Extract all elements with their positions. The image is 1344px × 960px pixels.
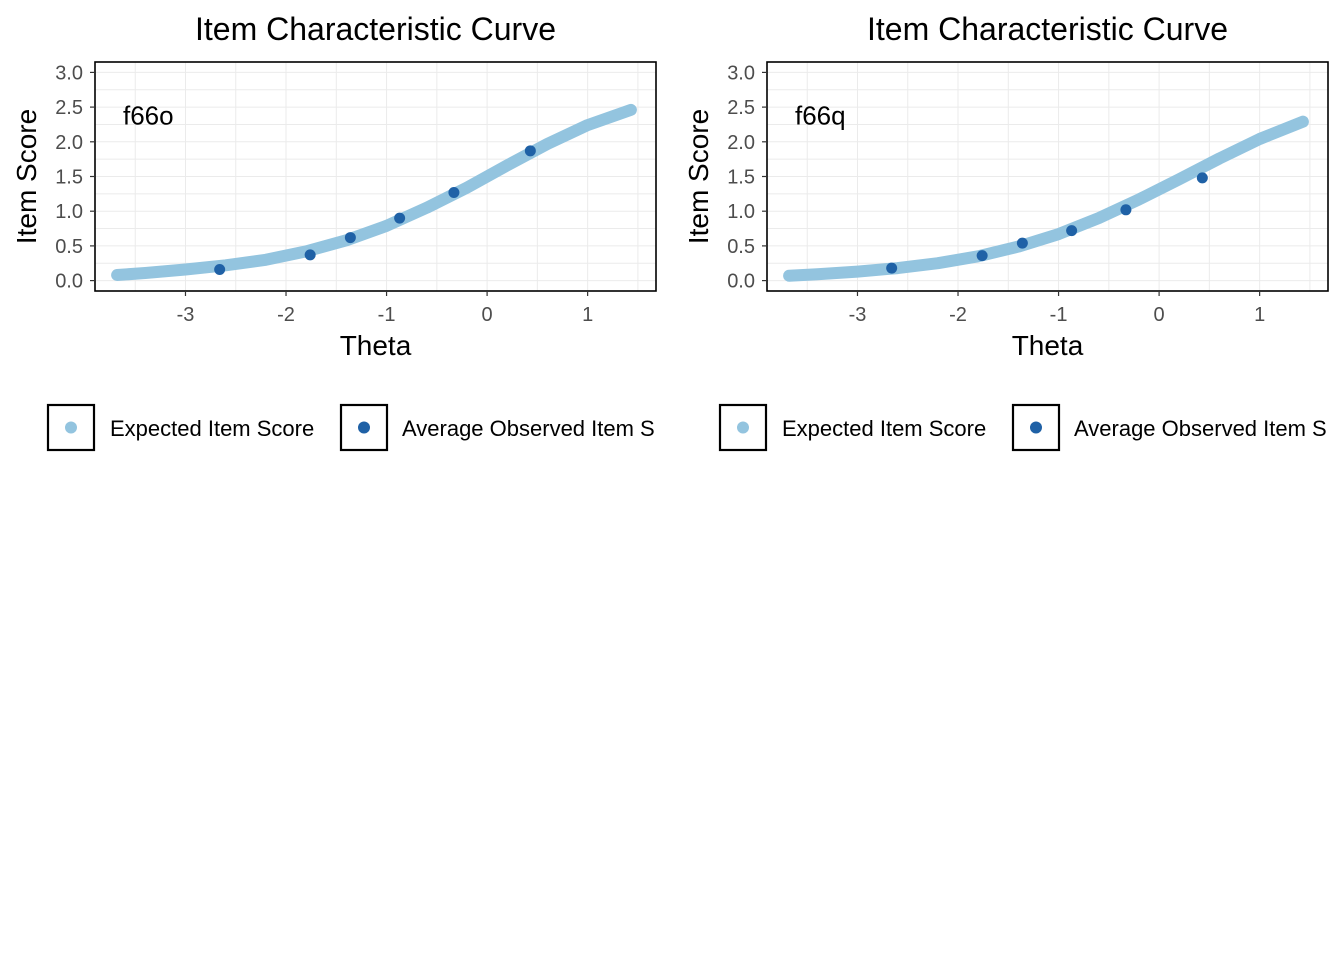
legend-key-box xyxy=(1011,403,1061,452)
y-tick-label: 1.0 xyxy=(727,201,755,223)
legend-label: Expected Item Score xyxy=(110,416,314,441)
x-tick-label: 1 xyxy=(1254,304,1265,326)
x-axis-title: Theta xyxy=(1012,330,1084,361)
legend-key-symbol xyxy=(737,421,749,434)
expected-score-line xyxy=(111,103,637,281)
x-tick-label: -1 xyxy=(1050,304,1068,326)
y-axis-title: Item Score xyxy=(683,109,714,244)
y-tick-label: 0.0 xyxy=(727,271,755,293)
x-axis-title: Theta xyxy=(340,330,412,361)
observed-score-point xyxy=(304,249,316,261)
legend-key-box xyxy=(46,403,96,452)
chart-title: Item Characteristic Curve xyxy=(195,11,556,47)
legend-key-symbol xyxy=(1030,421,1042,434)
legend-key-symbol xyxy=(358,421,370,434)
y-tick-label: 2.5 xyxy=(727,97,755,119)
legend-key-box xyxy=(339,403,389,452)
observed-score-point xyxy=(214,263,226,275)
legend-label: Average Observed Item S xyxy=(402,416,655,441)
chart-panel-f66q: Item Characteristic Curve f66q 0.0 0.5 1.0 1.… xyxy=(672,0,1344,460)
legend-label: Expected Item Score xyxy=(782,416,986,441)
chart-title: Item Characteristic Curve xyxy=(867,11,1228,47)
chart-panel-f66o: Item Characteristic Curve f66o 0.0 0.5 1.0 1.… xyxy=(0,0,672,460)
x-tick-label: 0 xyxy=(482,304,493,326)
observed-score-point xyxy=(1016,237,1028,249)
y-tick-label: 1.0 xyxy=(55,201,83,223)
observed-score-point xyxy=(976,250,988,262)
x-tick-label: -3 xyxy=(177,304,195,326)
y-tick-label: 3.0 xyxy=(55,62,83,84)
x-tick-label: 1 xyxy=(582,304,593,326)
x-tick-label: -1 xyxy=(378,304,396,326)
x-tick-label: 0 xyxy=(1154,304,1165,326)
expected-score-line xyxy=(783,115,1309,282)
y-tick-label: 1.5 xyxy=(55,167,83,189)
legend-key-symbol xyxy=(65,421,77,434)
y-axis-title: Item Score xyxy=(11,109,42,244)
chart-svg: Item Characteristic Curve f66o 0.0 0.5 1.0 1.… xyxy=(11,11,657,452)
y-tick-label: 0.0 xyxy=(55,271,83,293)
x-tick-label: -2 xyxy=(949,304,967,326)
observed-score-point xyxy=(448,186,460,198)
chart-svg: Item Characteristic Curve f66q 0.0 0.5 1.0 1.… xyxy=(683,11,1329,452)
observed-score-point xyxy=(1196,172,1208,184)
x-tick-label: -2 xyxy=(277,304,295,326)
observed-score-point xyxy=(524,145,536,157)
y-tick-label: 0.5 xyxy=(55,236,83,258)
observed-score-point xyxy=(344,232,356,244)
observed-score-point xyxy=(886,262,898,274)
legend-key-box xyxy=(718,403,768,452)
y-tick-label: 2.5 xyxy=(55,97,83,119)
observed-score-point xyxy=(394,212,406,224)
y-tick-label: 2.0 xyxy=(55,132,83,154)
y-tick-label: 0.5 xyxy=(727,236,755,258)
x-tick-label: -3 xyxy=(849,304,867,326)
observed-score-point xyxy=(1120,204,1132,216)
legend-label: Average Observed Item S xyxy=(1074,416,1327,441)
y-tick-label: 1.5 xyxy=(727,167,755,189)
y-tick-label: 3.0 xyxy=(727,62,755,84)
y-tick-label: 2.0 xyxy=(727,132,755,154)
item-label: f66o xyxy=(123,100,174,130)
observed-score-point xyxy=(1066,225,1078,237)
item-label: f66q xyxy=(795,100,846,130)
